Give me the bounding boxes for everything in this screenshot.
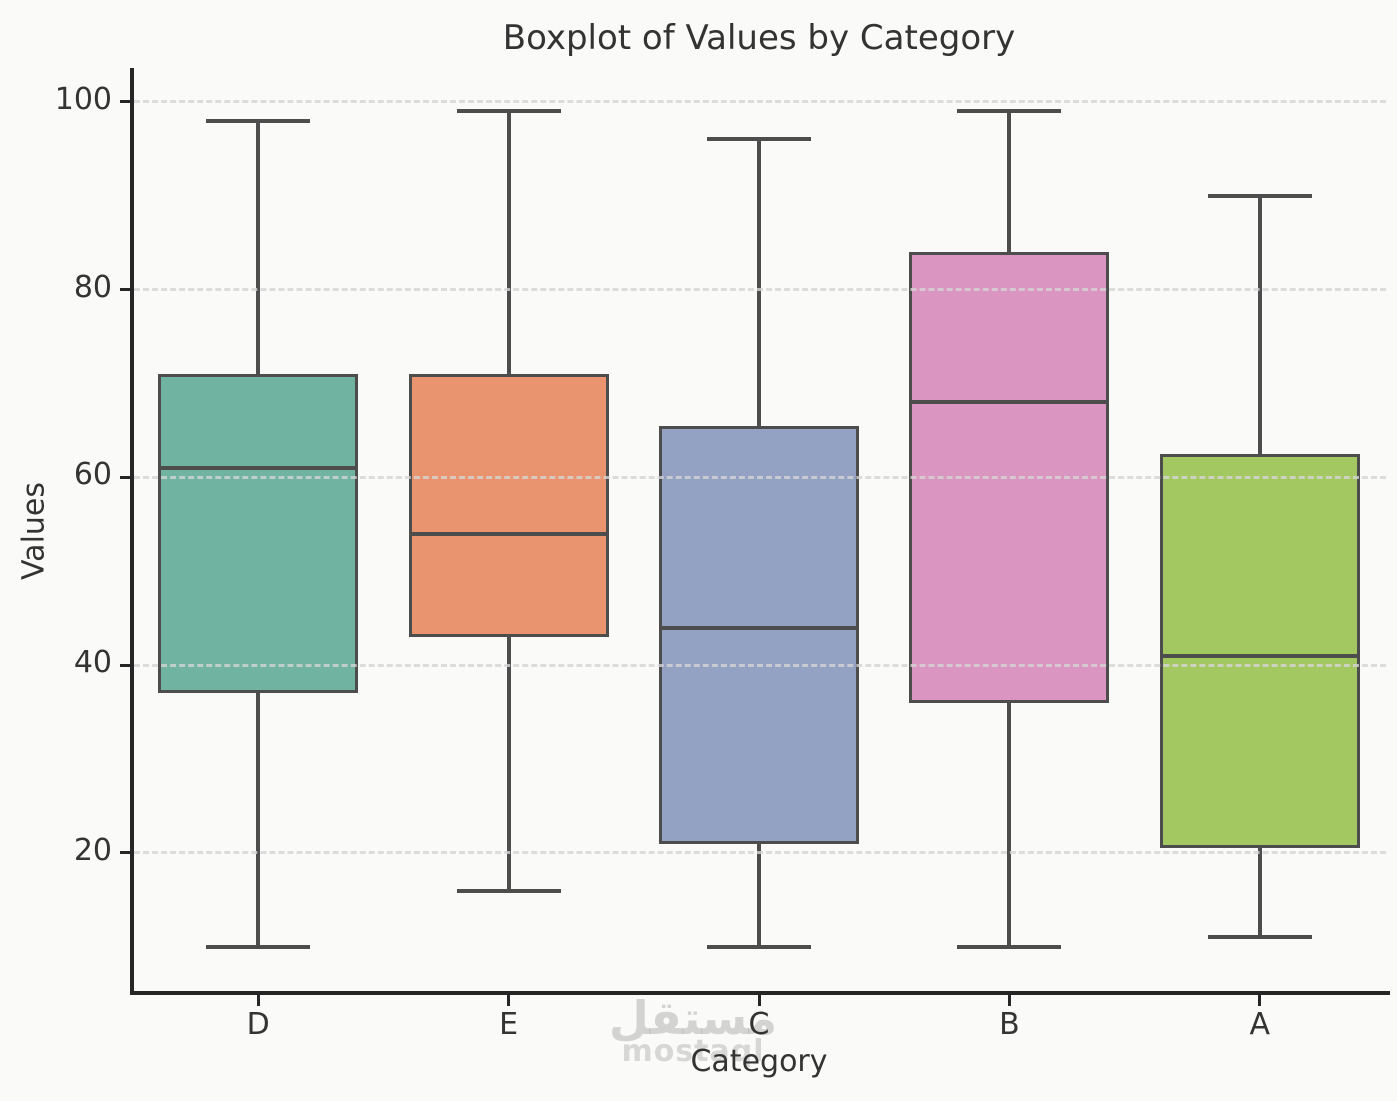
y-tick-100 <box>120 100 130 104</box>
x-tick-C <box>757 995 761 1006</box>
y-tick-label-20: 20 <box>73 832 112 868</box>
box-D-cap-top <box>206 118 311 123</box>
box-C-cap-top <box>707 137 811 142</box>
box-E-whisker-lower <box>506 637 511 891</box>
y-axis-spine <box>130 68 134 995</box>
x-axis-spine <box>130 991 1390 995</box>
chart-title: Boxplot of Values by Category <box>502 18 1016 58</box>
box-A-whisker-lower <box>1257 848 1262 938</box>
x-tick-D <box>256 995 260 1006</box>
box-B-cap-top <box>957 109 1062 114</box>
box-B-median-line <box>909 400 1110 405</box>
y-tick-label-40: 40 <box>73 645 112 681</box>
x-axis-label: Category <box>690 1044 828 1079</box>
y-tick-80 <box>120 288 130 292</box>
gridline-100 <box>134 100 1386 104</box>
box-D-cap-bottom <box>206 944 311 949</box>
gridline-20 <box>134 851 1386 855</box>
box-A-median-line <box>1159 653 1360 658</box>
box-E-median-line <box>408 531 609 536</box>
y-axis-label: Values <box>16 481 52 581</box>
x-tick-A <box>1258 995 1262 1006</box>
box-E-whisker-upper <box>506 111 511 375</box>
box-D-median-line <box>158 465 359 470</box>
box-E-cap-top <box>456 109 561 114</box>
box-A-cap-bottom <box>1207 935 1312 940</box>
box-E <box>408 374 609 637</box>
x-tick-label-B: B <box>999 1007 1020 1042</box>
box-A <box>1159 453 1360 849</box>
box-D <box>158 374 359 694</box>
x-tick-B <box>1007 995 1011 1006</box>
box-C <box>659 425 859 844</box>
box-A-cap-top <box>1207 193 1312 198</box>
box-C-median-line <box>659 625 859 630</box>
x-tick-label-C: C <box>748 1007 770 1042</box>
box-B-whisker-upper <box>1007 111 1012 253</box>
y-tick-40 <box>120 663 130 667</box>
gridline-80 <box>134 288 1386 292</box>
box-C-cap-bottom <box>707 944 811 949</box>
gridline-40 <box>134 663 1386 667</box>
gridline-60 <box>134 475 1386 479</box>
box-D-whisker-upper <box>256 120 261 375</box>
box-C-whisker-lower <box>757 843 761 947</box>
y-tick-label-100: 100 <box>54 81 112 117</box>
x-tick-label-A: A <box>1249 1007 1271 1042</box>
box-A-whisker-upper <box>1257 195 1262 454</box>
x-tick-label-E: E <box>499 1007 519 1042</box>
y-tick-60 <box>120 475 130 479</box>
y-tick-label-80: 80 <box>73 269 112 305</box>
box-D-whisker-lower <box>256 693 261 947</box>
x-tick-E <box>507 995 511 1006</box>
box-B-whisker-lower <box>1007 702 1012 947</box>
box-E-cap-bottom <box>456 888 561 893</box>
y-tick-20 <box>120 851 130 855</box>
box-C-whisker-upper <box>757 139 761 426</box>
x-tick-label-D: D <box>246 1007 270 1042</box>
y-tick-label-60: 60 <box>73 457 112 493</box>
box-B-cap-bottom <box>957 944 1062 949</box>
